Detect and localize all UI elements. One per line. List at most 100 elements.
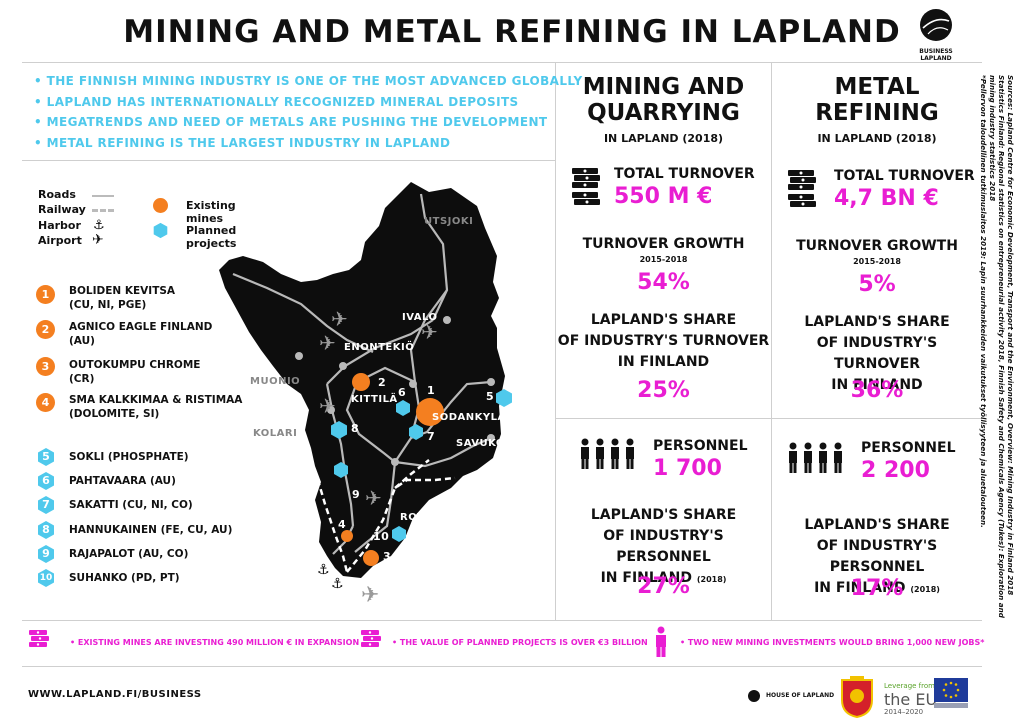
mining-turnover-label: TOTAL TURNOVER — [614, 166, 755, 182]
railway-line-icon — [92, 209, 114, 212]
legend-planned-label: Planned projects — [186, 224, 237, 250]
place-enontekio: ENONTEKIÖ — [344, 342, 415, 353]
business-lapland-logo: BUSINESS LAPLAND — [906, 8, 966, 62]
people-icon — [581, 438, 634, 469]
planned-hex-icon — [153, 222, 168, 239]
key-fact: • METAL REFINING IS THE LARGEST INDUSTRY… — [34, 135, 451, 150]
project-name: SAKATTI (CU, NI, CO) — [69, 499, 193, 511]
source-line: Sources: Lapland Centre for Economic Dev… — [1006, 75, 1015, 596]
mine-number-badge: 4 — [36, 393, 55, 412]
mining-personnel-label: PERSONNEL — [653, 438, 748, 454]
eu-flag-icon — [934, 678, 968, 708]
person-icon — [656, 626, 666, 657]
metal-personnel-value: 2 200 — [861, 458, 930, 483]
eu-leverage-big: the EU — [884, 690, 938, 709]
mining-personnel-value: 1 700 — [653, 456, 722, 481]
place-utsjoki: UTSJOKI — [424, 216, 474, 227]
plane-icon: ✈ — [331, 307, 348, 331]
project-number-badge: 7 — [36, 495, 56, 515]
legend-railway-label: Railway — [38, 203, 86, 216]
project-10-marker — [392, 526, 406, 542]
anchor-icon: ⚓ — [331, 576, 344, 592]
project-number-badge: 8 — [36, 520, 56, 540]
coat-of-arms-icon — [841, 676, 873, 718]
personnel-divider — [555, 418, 982, 419]
source-line: Statistics Finland: Regional statistics … — [988, 75, 1006, 618]
footer-fact-jobs: • TWO NEW MINING INVESTMENTS WOULD BRING… — [680, 638, 985, 647]
plane-icon: ✈ — [319, 331, 336, 355]
key-fact: • MEGATRENDS AND NEED OF METALS ARE PUSH… — [34, 115, 548, 129]
mining-column: MINING AND QUARRYING IN LAPLAND (2018) — [556, 74, 771, 145]
top-divider — [22, 62, 982, 63]
map-label-1: 1 — [427, 384, 436, 397]
place-ivalo: IVALO — [402, 312, 438, 323]
key-fact: • LAPLAND HAS INTERNATIONALLY RECOGNIZED… — [34, 94, 519, 109]
place-rovaniemi: ROVANIEMI — [400, 512, 468, 523]
metal-share-label: LAPLAND'S SHARE OF INDUSTRY'S TURNOVER IN … — [804, 314, 950, 393]
money-stack-icon — [788, 170, 816, 207]
bullets-divider — [22, 160, 555, 161]
metal-turnover-label: TOTAL TURNOVER — [834, 168, 975, 184]
place-sodankyla: SODANKYLÄ — [432, 412, 506, 423]
project-8-marker — [331, 421, 347, 439]
lapland-map: ✈ ✈ ✈ ✈ ✈ ✈ ⚓ ⚓ — [219, 182, 512, 608]
map-label-6: 6 — [398, 386, 407, 399]
globe-logo-icon — [920, 9, 952, 41]
legend-harbor-label: Harbor — [38, 219, 81, 232]
project-name: SOKLI (PHOSPHATE) — [69, 451, 189, 463]
mining-growth-period: 2015-2018 — [639, 255, 688, 264]
mine-name: AGNICO EAGLE FINLAND (AU) — [69, 321, 213, 347]
map-label-2: 2 — [378, 376, 387, 389]
plane-icon: ✈ — [421, 320, 438, 344]
mining-heading-line2: QUARRYING — [587, 100, 740, 126]
project-9-marker — [334, 462, 348, 478]
house-of-lapland-label: HOUSE OF LAPLAND — [766, 692, 835, 699]
project-name: SUHANKO (PD, PT) — [69, 572, 180, 584]
metal-column: METAL REFINING IN LAPLAND (2018) — [772, 74, 982, 145]
project-6-marker — [396, 400, 410, 416]
project-5-marker — [496, 389, 512, 407]
anchor-icon: ⚓ — [93, 218, 105, 233]
map-label-3: 3 — [383, 550, 392, 563]
mining-growth-label: TURNOVER GROWTH — [582, 236, 745, 252]
metal-growth-period: 2015-2018 — [853, 257, 901, 266]
metal-growth-label: TURNOVER GROWTH — [796, 238, 958, 254]
sources-note: Sources: Lapland Centre for Economic Dev… — [979, 75, 1015, 635]
project-name: PAHTAVAARA (AU) — [69, 475, 176, 487]
mine-1-marker — [416, 398, 444, 426]
mine-2-marker — [352, 373, 370, 391]
place-savukoski: SAVUKOSKI — [456, 438, 526, 449]
project-number-badge: 6 — [36, 471, 56, 491]
mining-personnel-share-label: LAPLAND'S SHARE OF INDUSTRY'S PERSONNEL IN… — [590, 507, 737, 586]
mining-share-label: LAPLAND'S SHARE OF INDUSTRY'S TURNOVER IN … — [557, 312, 770, 370]
money-stack-icon — [361, 630, 381, 647]
footer-divider-top — [22, 620, 982, 621]
mining-subheading: IN LAPLAND (2018) — [603, 132, 724, 145]
existing-mine-dot-icon — [153, 198, 168, 213]
legend-existing-label: Existing mines — [186, 199, 236, 225]
mining-turnover-value: 550 M € — [614, 184, 713, 209]
project-number-badge: 9 — [36, 544, 56, 564]
eu-years: 2014–2020 — [884, 708, 924, 716]
mine-4-marker — [341, 530, 353, 542]
road-line-icon — [92, 195, 114, 197]
metal-share-value: 36% — [850, 378, 904, 403]
map-label-7: 7 — [427, 430, 436, 443]
mining-growth-value: 54% — [637, 270, 690, 295]
mine-name: OUTOKUMPU CHROME (CR) — [69, 359, 201, 385]
footer-fact-planned-value: • THE VALUE OF PLANNED PROJECTS IS OVER … — [392, 638, 648, 647]
column-divider-2 — [771, 62, 772, 620]
map-label-8: 8 — [351, 422, 360, 435]
mine-name: SMA KALKKIMAA & RISTIMAA (DOLOMITE, SI) — [69, 394, 243, 420]
plane-icon: ✈ — [319, 394, 336, 418]
place-muonio: MUONIO — [250, 376, 301, 387]
plane-icon: ✈ — [92, 232, 104, 248]
mining-heading-line1: MINING AND — [582, 74, 745, 100]
legend-roads-label: Roads — [38, 188, 76, 201]
mine-number-badge: 1 — [36, 285, 55, 304]
metal-heading-line2: REFINING — [815, 100, 939, 126]
project-7-marker — [409, 424, 423, 440]
legend-airport-label: Airport — [38, 234, 82, 247]
metal-personnel-label: PERSONNEL — [861, 440, 956, 456]
website-link[interactable]: WWW.LAPLAND.FI/BUSINESS — [28, 689, 202, 700]
